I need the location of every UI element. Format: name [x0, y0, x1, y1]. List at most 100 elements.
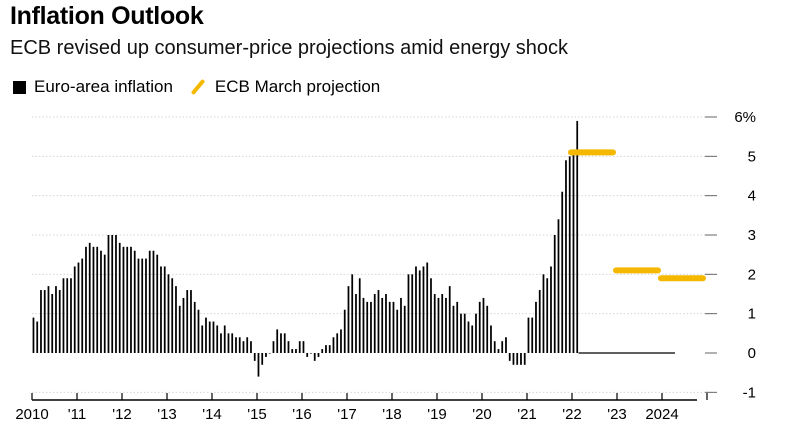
inflation-bar — [460, 313, 462, 353]
inflation-bar — [565, 160, 567, 353]
inflation-bar — [531, 317, 534, 353]
inflation-bar — [568, 156, 571, 353]
inflation-bar — [557, 219, 560, 353]
y-tick-label: 6% — [734, 109, 756, 126]
inflation-bar — [298, 341, 301, 353]
y-tick-label: 5 — [748, 148, 756, 165]
inflation-bar — [100, 250, 102, 353]
legend-item-inflation: Euro-area inflation — [13, 77, 173, 97]
inflation-bar — [40, 290, 42, 353]
inflation-bar — [51, 294, 54, 353]
inflation-bar — [96, 246, 99, 353]
inflation-bar — [538, 290, 541, 353]
inflation-bar — [178, 305, 181, 353]
inflation-bar — [122, 246, 125, 353]
x-tick-label: 2024 — [645, 406, 678, 423]
inflation-bar — [231, 333, 234, 353]
inflation-bar — [422, 266, 425, 353]
y-tick-label: 3 — [748, 227, 756, 244]
x-tick-label: '14 — [202, 406, 222, 423]
inflation-bar — [201, 325, 204, 353]
inflation-bar — [197, 309, 200, 353]
inflation-bar — [175, 286, 177, 353]
x-tick-label: '11 — [68, 406, 86, 423]
inflation-bar — [107, 235, 110, 353]
y-tick-label: 1 — [748, 306, 756, 323]
inflation-bar — [493, 341, 496, 353]
inflation-bar — [32, 317, 35, 353]
inflation-bar — [261, 353, 264, 365]
inflation-bar — [156, 254, 159, 353]
inflation-bar — [527, 317, 530, 353]
legend: Euro-area inflation ECB March projection — [13, 76, 398, 98]
inflation-bar — [160, 266, 162, 353]
inflation-bar — [392, 301, 395, 353]
inflation-bar — [85, 246, 87, 353]
legend-item-projection: ECB March projection — [191, 77, 380, 97]
inflation-bar — [520, 353, 522, 365]
inflation-bar — [482, 297, 485, 353]
inflation-bar — [486, 305, 489, 353]
inflation-bar — [235, 337, 237, 353]
inflation-bar — [220, 333, 222, 353]
inflation-bar — [362, 297, 365, 353]
inflation-bar — [355, 294, 357, 353]
inflation-bar — [452, 305, 455, 353]
inflation-bar — [508, 353, 511, 361]
inflation-bar — [111, 235, 114, 353]
inflation-bar — [265, 353, 267, 357]
y-tick-label: 4 — [748, 188, 756, 205]
inflation-bar — [317, 353, 320, 357]
inflation-bar — [130, 246, 132, 353]
y-tick-label: -1 — [743, 384, 756, 401]
x-tick-label: '21 — [517, 406, 537, 423]
inflation-bar — [325, 345, 327, 353]
inflation-bar — [366, 301, 369, 353]
inflation-bar — [407, 274, 410, 353]
inflation-bar — [448, 286, 451, 353]
inflation-bar — [347, 286, 350, 353]
inflation-bar — [385, 294, 387, 353]
inflation-bar — [36, 321, 39, 353]
inflation-bar — [55, 286, 57, 353]
inflation-bar — [433, 294, 436, 353]
inflation-bar — [400, 297, 402, 353]
inflation-bar — [148, 250, 151, 353]
inflation-bar — [381, 297, 384, 353]
inflation-bar — [505, 337, 507, 353]
inflation-bar — [212, 321, 215, 353]
inflation-bar — [62, 278, 65, 353]
x-tick-label: 2010 — [15, 406, 48, 423]
inflation-bar — [167, 274, 170, 353]
inflation-bar — [550, 266, 552, 353]
inflation-bar — [66, 278, 69, 353]
x-tick-label: '17 — [337, 406, 357, 423]
inflation-bar — [396, 309, 399, 353]
inflation-bar — [478, 301, 481, 353]
inflation-bar — [343, 309, 346, 353]
inflation-bar — [535, 301, 537, 353]
inflation-bar — [118, 242, 121, 353]
inflation-bar — [291, 349, 294, 353]
inflation-bar — [332, 337, 335, 353]
x-tick-label: '13 — [157, 406, 177, 423]
inflation-bar — [512, 353, 515, 365]
inflation-bar — [467, 321, 470, 353]
x-axis: 2010 '11 '12 '13 '14 '15 '16 '17 '18 '19 '20 '21 '22… — [15, 393, 708, 423]
y-axis-labels: -1 0 1 2 3 4 5 6% — [734, 109, 756, 401]
inflation-bar — [475, 313, 477, 353]
x-tick-label: '18 — [382, 406, 402, 423]
x-tick-label: '12 — [112, 406, 132, 423]
inflation-bar — [126, 246, 129, 353]
legend-swatch-bar-icon — [13, 80, 26, 94]
inflation-bar — [115, 235, 117, 353]
inflation-bar — [193, 301, 196, 353]
inflation-bar — [272, 341, 275, 353]
y-tick-label: 2 — [748, 266, 756, 283]
inflation-bar — [171, 278, 174, 353]
inflation-bar — [43, 290, 46, 353]
inflation-bar — [373, 294, 376, 353]
x-tick-label: '20 — [472, 406, 492, 423]
inflation-bar — [268, 353, 271, 354]
